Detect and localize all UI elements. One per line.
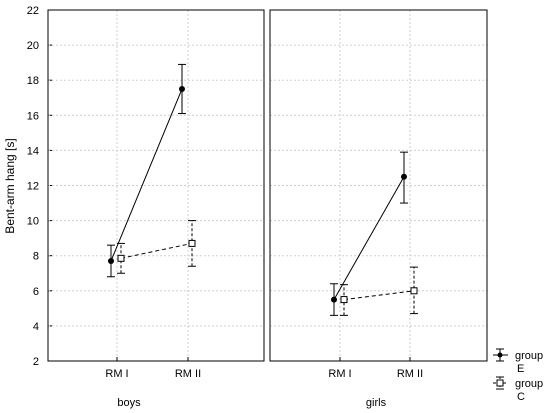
y-tick-label: 16 [27,110,39,122]
series-line-group-e [333,176,405,300]
series-line-group-e [110,88,183,262]
y-tick-label: 14 [27,145,39,157]
y-tick-label: 2 [33,356,39,368]
data-point-circle [331,296,337,303]
y-tick-label: 18 [27,75,39,87]
y-tick-label: 10 [27,216,39,228]
panel-label-boys: boys [117,397,141,409]
data-point-square [188,239,196,247]
legend-label-sub: E [517,363,524,375]
y-tick-label: 4 [33,321,39,333]
panel-label-girls: girls [366,397,387,409]
panel-frame [269,9,488,362]
x-tick-label: RM I [328,368,351,380]
y-axis-label: Bent-arm hang [s] [3,138,17,233]
data-point-square [410,287,418,295]
legend-marker-square [496,379,504,387]
x-tick-label: RM II [175,368,201,380]
legend-label: group [515,350,543,362]
x-tick-label: RM II [397,368,423,380]
y-tick-label: 8 [33,251,39,263]
legend-label-sub: C [517,391,525,403]
panel-frame [47,9,265,362]
panel-boys: RM I RM II [47,9,265,380]
data-point-square [117,254,125,262]
legend-marker-circle [497,352,503,358]
data-point-circle [108,257,114,264]
legend-label: group [515,378,543,390]
y-tick-label: 20 [27,40,39,52]
series-line-group-c [120,242,193,259]
y-tick-label: 12 [27,181,39,193]
data-point-circle [401,173,407,180]
data-point-square [340,296,348,304]
y-tick-label: 6 [33,286,39,298]
panel-girls: RM I RM II [269,9,488,380]
y-tick-label: 22 [27,5,39,17]
x-tick-label: RM I [105,368,128,380]
series-line-group-c [343,290,415,301]
data-point-circle [179,85,185,92]
